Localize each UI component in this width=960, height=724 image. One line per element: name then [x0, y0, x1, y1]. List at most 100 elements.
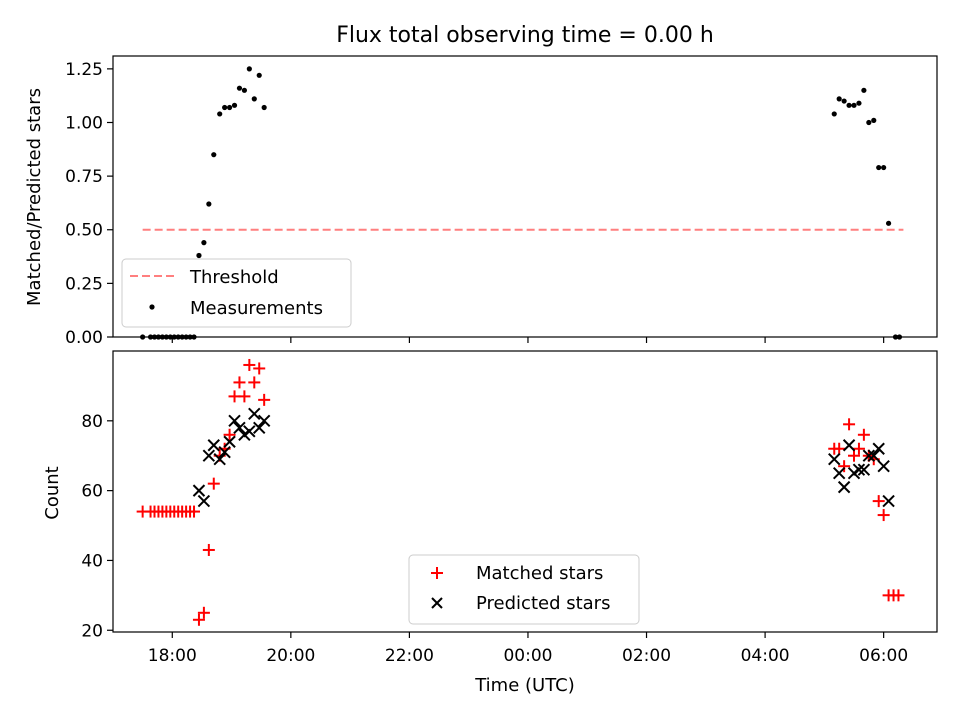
matched-star-point [223, 428, 236, 441]
legend-measurements-swatch [149, 304, 155, 310]
x-tick-label: 22:00 [385, 646, 434, 666]
measurement-point [836, 96, 842, 102]
matched-star-point [233, 376, 246, 389]
x-tick-label: 18:00 [148, 646, 197, 666]
matched-star-point [838, 460, 851, 473]
y-tick-label: 0.75 [65, 167, 103, 187]
top-x-ticks [171, 337, 885, 343]
predicted-star-point [828, 453, 841, 466]
measurement-point [881, 164, 887, 171]
measurement-point [861, 87, 867, 93]
matched-star-point [258, 393, 271, 406]
measurement-point [222, 104, 228, 111]
predicted-star-point [877, 459, 890, 473]
legend-matched-swatch [431, 567, 443, 579]
matched-star-point [253, 362, 266, 375]
measurement-point [846, 102, 852, 108]
matched-star-point [197, 606, 210, 619]
bottom-x-ticks: 18:00 20:00 22:00 00:00 02:00 04:00 06:00 [148, 632, 908, 666]
matched-star-point [848, 449, 861, 462]
y-tick-label: 0.50 [65, 221, 103, 241]
matched-star-point [248, 376, 261, 389]
bottom-marks [136, 358, 905, 626]
measurement-point [831, 111, 837, 117]
predicted-star-point [852, 463, 866, 476]
predicted-star-point [192, 484, 206, 497]
measurement-point [246, 66, 252, 72]
legend-matched-label: Matched stars [476, 563, 603, 584]
bottom-legend-box [408, 554, 640, 625]
predicted-star-point [202, 449, 216, 462]
matched-star-point [872, 495, 885, 508]
y-tick-label: 0.00 [65, 328, 103, 348]
measurement-point [236, 85, 243, 91]
predicted-star-point [872, 442, 885, 455]
matched-star-point [238, 390, 251, 403]
measurement-point [201, 240, 207, 246]
measurement-point [256, 72, 262, 78]
y-tick-label: 1.25 [65, 60, 103, 80]
matched-star-point [833, 442, 846, 455]
predicted-star-point [243, 425, 256, 438]
x-tick-label: 02:00 [622, 646, 671, 666]
top-y-axis-label: Matched/Predicted stars [24, 88, 45, 306]
bottom-y-ticks: 20 40 60 80 [81, 412, 113, 641]
matched-star-point [857, 428, 870, 441]
top-axes-frame [112, 55, 938, 338]
predicted-star-point [213, 453, 226, 466]
predicted-star-point [867, 449, 880, 462]
measurement-point [885, 220, 892, 226]
predicted-star-point [832, 466, 846, 480]
measurement-point [856, 100, 862, 106]
predicted-star-point [218, 446, 231, 459]
legend-predicted-swatch [431, 597, 443, 609]
y-tick-label: 40 [81, 551, 103, 571]
predicted-star-point [842, 439, 856, 452]
bottom-y-axis-label: Count [42, 466, 63, 519]
x-tick-label: 00:00 [503, 646, 552, 666]
measurement-point [241, 87, 248, 93]
x-tick-label: 06:00 [859, 646, 908, 666]
y-tick-label: 0.25 [65, 274, 103, 294]
measurement-point [251, 96, 257, 102]
predicted-star-point [862, 449, 876, 462]
measurement-point [866, 119, 872, 126]
legend-predicted-label: Predicted stars [476, 593, 610, 614]
measurement-point [851, 102, 857, 108]
predicted-star-point [228, 414, 241, 428]
predicted-star-point [257, 414, 271, 428]
measurement-point [871, 117, 877, 123]
measurement-point [196, 252, 202, 259]
x-tick-label: 04:00 [741, 646, 790, 666]
bottom-panel: 20 40 60 80 18:00 20:00 22:00 00:00 02:00 04:00 0… [42, 350, 938, 696]
matched-star-point [207, 477, 220, 490]
measurement-point [226, 104, 233, 111]
measurement-point [841, 98, 847, 104]
y-tick-label: 80 [81, 412, 103, 432]
x-tick-label: 20:00 [266, 646, 315, 666]
predicted-star-point [857, 463, 871, 476]
matched-star-point [852, 442, 865, 455]
predicted-star-point [207, 439, 220, 452]
matched-star-point [202, 543, 215, 556]
top-panel: 0.00 0.25 0.50 0.75 1.00 1.25 Matched/Predict… [24, 55, 938, 348]
legend-threshold-label: Threshold [189, 267, 279, 288]
matched-star-point [877, 509, 890, 522]
measurement-point [261, 104, 267, 111]
matched-star-point [192, 613, 205, 626]
top-y-ticks: 0.00 0.25 0.50 0.75 1.00 1.25 [65, 60, 113, 348]
matched-star-point [243, 358, 256, 371]
y-tick-label: 1.00 [65, 113, 103, 133]
matched-star-point [892, 589, 905, 602]
y-tick-label: 20 [81, 621, 103, 641]
legend-measurements-label: Measurements [190, 298, 323, 319]
matched-star-point [843, 418, 856, 431]
measurement-point [206, 201, 212, 207]
bottom-axes-frame [112, 350, 938, 633]
top-legend: Threshold Measurements [121, 258, 352, 328]
predicted-star-point [248, 407, 261, 421]
measurement-point [876, 164, 882, 171]
predicted-star-point [253, 421, 266, 435]
predicted-star-point [223, 435, 236, 448]
